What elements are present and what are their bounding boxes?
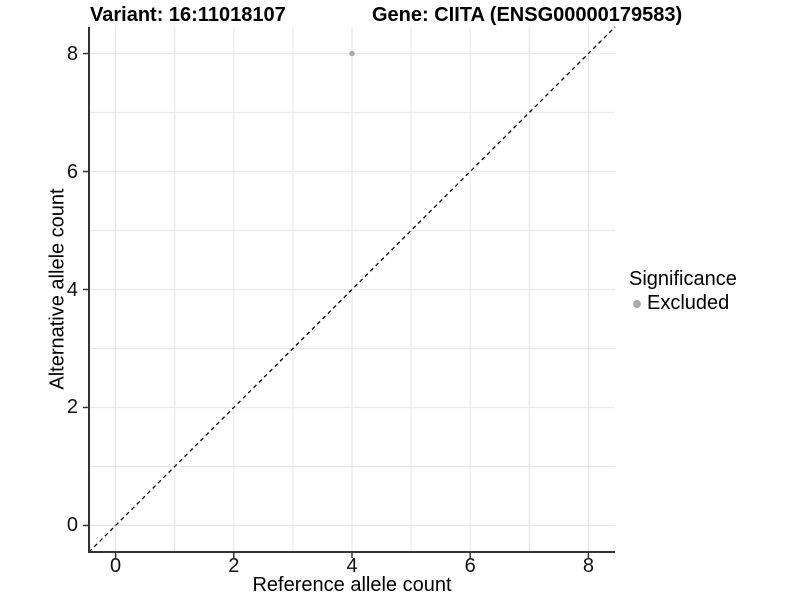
legend-marker-circle-icon <box>633 299 641 308</box>
x-axis-title: Reference allele count <box>252 574 452 596</box>
legend: Significance Excluded <box>627 268 737 315</box>
x-tick-label: 2 <box>228 555 240 577</box>
x-tick-label: 8 <box>582 555 594 577</box>
data-point <box>349 50 355 57</box>
y-tick-label: 6 <box>66 160 78 183</box>
legend-item-label: Excluded <box>647 292 730 314</box>
legend-item: Excluded <box>627 292 737 315</box>
x-tick-label: 0 <box>110 555 122 577</box>
x-tick-label: 4 <box>346 555 358 577</box>
identity-reference-line <box>88 26 616 553</box>
y-tick-label: 2 <box>66 396 78 419</box>
legend-items: Excluded <box>627 292 737 315</box>
y-tick-label: 4 <box>66 278 78 301</box>
y-tick-label: 8 <box>66 42 78 65</box>
plot-title-variant: Variant: 16:11018107 <box>90 4 286 26</box>
y-tick-label: 0 <box>66 514 78 537</box>
x-tick-label: 6 <box>464 555 476 577</box>
plot-title-gene: Gene: CIITA (ENSG00000179583) <box>372 4 683 26</box>
legend-title: Significance <box>629 268 737 290</box>
y-axis-title: Alternative allele count <box>46 188 69 390</box>
